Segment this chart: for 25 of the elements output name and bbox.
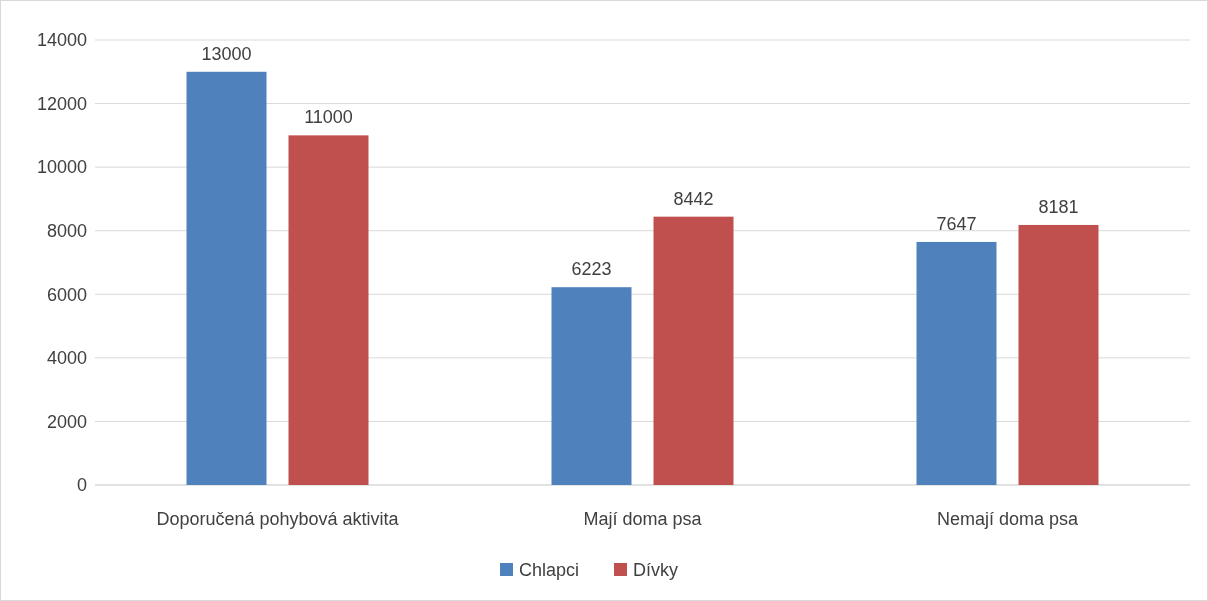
bar xyxy=(551,287,632,485)
y-tick-label: 14000 xyxy=(36,30,87,51)
x-tick-label: Doporučená pohybová aktivita xyxy=(156,509,400,529)
y-tick-label: 2000 xyxy=(46,411,87,432)
y-tick-label: 12000 xyxy=(36,93,87,114)
data-label: 13000 xyxy=(201,43,252,64)
bar xyxy=(1018,224,1099,485)
data-label: 7647 xyxy=(936,213,977,234)
data-label: 8442 xyxy=(673,188,714,209)
data-label: 6223 xyxy=(571,259,612,280)
bar xyxy=(653,216,734,485)
bar xyxy=(916,241,997,485)
y-tick-label: 6000 xyxy=(46,284,87,305)
y-tick-label: 0 xyxy=(76,475,87,496)
y-tick-label: 4000 xyxy=(46,348,87,369)
bar xyxy=(186,71,267,485)
data-label: 11000 xyxy=(304,107,353,128)
data-label: 8181 xyxy=(1038,196,1079,217)
legend-label: Chlapci xyxy=(519,560,580,581)
bar xyxy=(288,135,369,485)
x-tick-label: Nemají doma psa xyxy=(936,509,1080,529)
y-tick-label: 8000 xyxy=(46,221,87,242)
x-tick-label: Mají doma psa xyxy=(583,509,703,529)
legend-label: Dívky xyxy=(633,560,678,581)
y-tick-label: 10000 xyxy=(36,157,87,178)
